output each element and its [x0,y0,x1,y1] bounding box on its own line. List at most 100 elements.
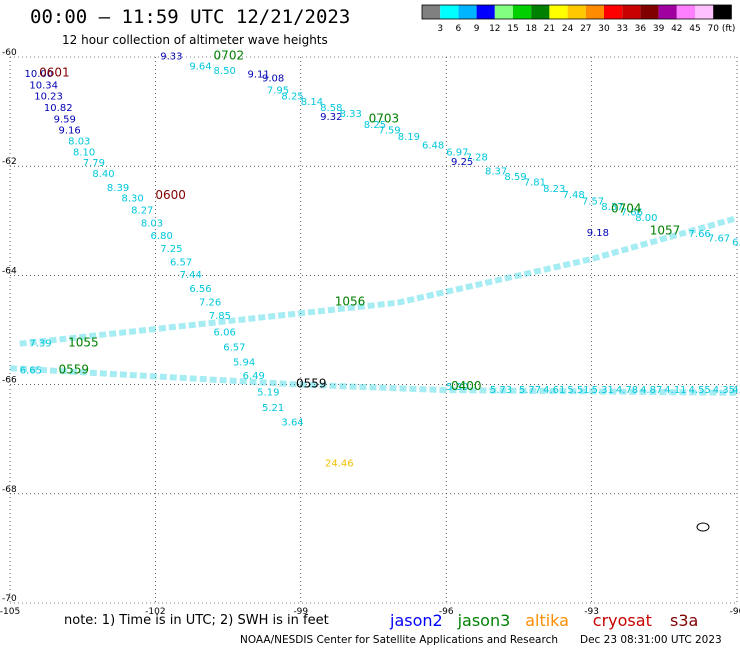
wave-height-label: 9.33 [160,52,182,63]
wave-height-label: 6.92 [732,237,740,248]
time-label: 1056 [335,294,366,308]
x-tick-label: -105 [0,607,20,617]
wave-height-label: 7.57 [582,196,604,207]
colorbar-label: 39 [653,24,665,34]
wave-height-label: 8.37 [485,166,507,177]
colorbar-swatch [604,5,623,19]
legend-s3a: s3a [670,611,698,630]
x-tick-label: -96 [439,607,454,617]
footer-timestamp: Dec 23 08:31:00 UTC 2023 [580,634,722,646]
wave-height-label: 4.01 [732,385,740,396]
x-tick-label: -93 [584,607,599,617]
colorbar-label: 30 [598,24,610,34]
wave-height-label: 6.49 [243,371,265,382]
wave-height-label: 7.59 [378,125,400,136]
wave-height-label: 5.94 [233,357,255,368]
wave-height-label: 9.59 [54,115,76,126]
colorbar-label: 33 [616,24,627,34]
wave-height-label: 9.16 [58,125,80,136]
wave-height-label: 4.61 [543,385,565,396]
wave-height-label: 7.48 [563,190,585,201]
wave-height-label: 8.37 [601,202,623,213]
wave-height-label: 8.23 [543,184,565,195]
legend-jason3: jason3 [457,611,511,630]
y-tick-label: -68 [2,485,17,495]
colorbar-swatch [549,5,568,19]
time-label: 0702 [214,49,245,63]
colorbar-label: 45 [689,24,700,34]
time-label: 0704 [611,202,642,216]
wave-height-label: 7.81 [524,177,546,188]
colorbar-swatch [676,5,695,19]
colorbar-swatch [531,5,550,19]
time-label: 1055 [68,335,99,349]
colorbar-label: 9 [474,24,480,34]
legend-cryosat: cryosat [593,611,652,630]
wave-height-label: 9.18 [587,228,609,239]
wave-height-label: 8.03 [141,218,163,229]
island-contour [696,522,710,532]
wave-height-label: 9.64 [189,62,211,73]
wave-height-label: 10.00 [25,69,54,80]
wave-height-label: 8.27 [131,206,153,217]
x-tick-label: -90 [730,607,740,617]
y-tick-label: -64 [2,266,17,276]
wave-height-label: 9.32 [320,112,342,123]
wave-height-label: 5.21 [262,403,284,414]
legend-altika: altika [525,611,569,630]
colorbar-label: 42 [671,24,682,34]
wave-height-label: 7.66 [689,229,711,240]
wave-height-label: 6.57 [170,258,192,269]
colorbar-label: 21 [544,24,555,34]
wave-height-label: 10.34 [29,81,58,92]
time-label: 0601 [39,66,70,80]
wave-height-label: 6.97 [446,147,468,158]
wave-height-label: 7.79 [83,158,105,169]
time-label: 0559 [58,363,89,377]
wave-height-label: 4.87 [640,385,662,396]
wave-height-label: 8.59 [504,172,526,183]
colorbar-swatch [494,5,513,19]
wave-height-label: 6.56 [189,284,211,295]
chart-subtitle: 12 hour collection of altimeter wave hei… [62,33,328,47]
colorbar-swatch [422,5,441,19]
x-tick-label: -99 [293,607,308,617]
colorbar-swatch [585,5,604,19]
wave-height-label: 6.48 [422,141,444,152]
wave-height-label: 9.11 [247,70,269,81]
track-line [9,365,738,396]
wave-height-label: 10.82 [44,103,73,114]
colorbar-label: 3 [437,24,443,34]
colorbar-label: 12 [489,24,500,34]
colorbar-swatch [622,5,641,19]
wave-height-label: 8.03 [68,136,90,147]
time-label: 1057 [650,223,681,237]
wave-height-label: 6.57 [223,343,245,354]
wave-height-label: 8.33 [340,109,362,120]
wave-height-label: 7.95 [267,86,289,97]
y-tick-label: -66 [2,376,17,386]
colorbar-label: 24 [562,24,574,34]
wave-height-label: 8.30 [121,194,143,205]
colorbar-swatch [440,5,459,19]
wave-height-label: 8.58 [320,103,342,114]
wave-height-label: 8.10 [73,147,95,158]
legend-jason2: jason2 [389,611,443,630]
wave-height-label: 5.30 [446,382,468,393]
wave-height-label: 9.25 [451,157,473,168]
wave-height-label: 7.25 [160,244,182,255]
colorbar-swatch [695,5,714,19]
wave-height-label: 9.08 [262,74,284,85]
colorbar-swatch [567,5,586,19]
wave-height-label: 7.67 [708,234,730,245]
wave-height-label: 4.11 [664,385,686,396]
wave-height-label: 7.26 [199,297,221,308]
chart-title: 00:00 – 11:59 UTC 12/21/2023 [30,6,351,28]
wave-height-label: 6.80 [151,231,173,242]
colorbar-label: 70 [707,24,719,34]
y-tick-label: -70 [2,594,17,604]
wave-height-label: 5.77 [519,385,541,396]
wave-height-label: 4.35 [713,385,735,396]
colorbar-swatch [458,5,477,19]
